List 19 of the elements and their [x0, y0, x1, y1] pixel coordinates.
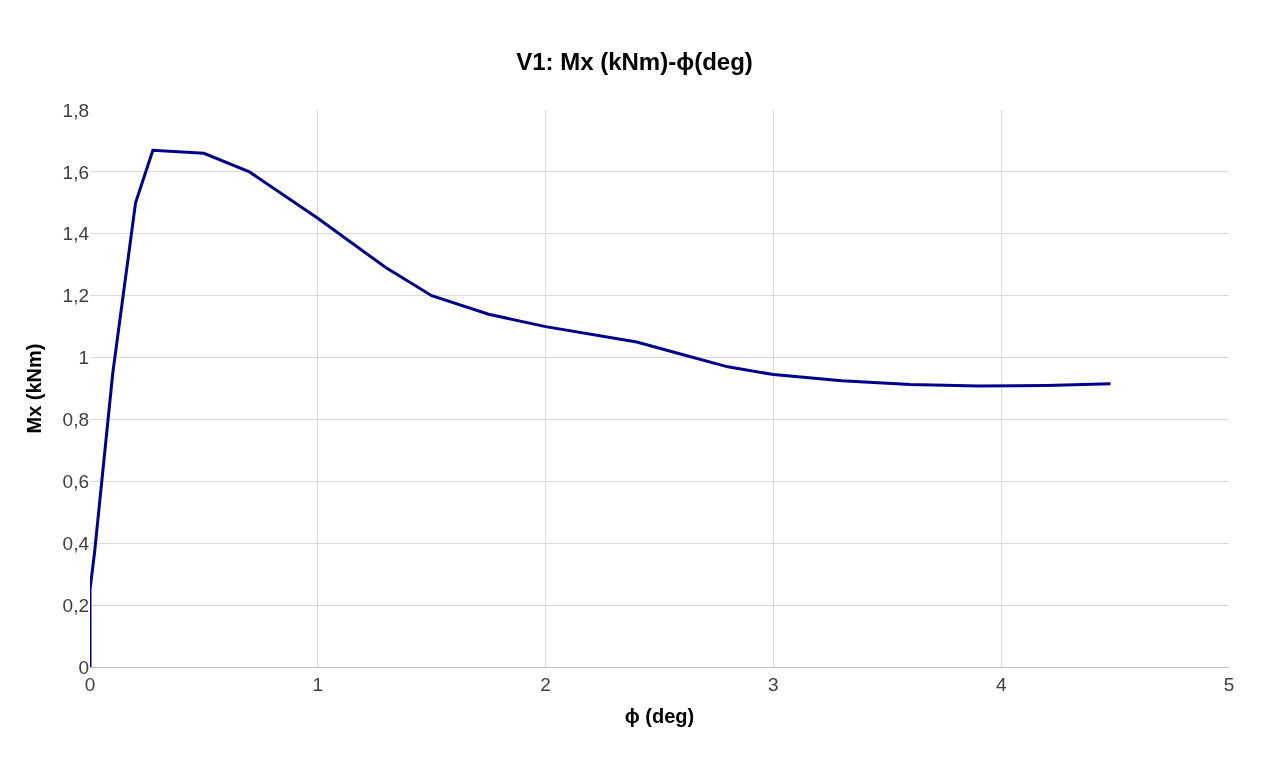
x-tick-label: 2: [540, 673, 551, 695]
y-tick-label: 1,4: [62, 223, 90, 245]
y-tick-label: 0,2: [62, 594, 89, 616]
x-tick-label: 3: [768, 673, 779, 695]
x-axis-title: ϕ (deg): [624, 705, 695, 728]
y-tick-label: 0,6: [62, 470, 89, 492]
chart-title: V1: Mx (kNm)-ϕ(deg): [516, 47, 753, 75]
x-tick-label: 4: [995, 673, 1007, 695]
y-tick-label: 0: [78, 656, 89, 678]
x-tick-label: 1: [312, 673, 324, 695]
y-tick-label: 1: [78, 347, 89, 369]
line-series: [90, 148, 1113, 667]
x-tick-label: 5: [1223, 673, 1235, 695]
y-tick-label: 0,4: [62, 532, 90, 554]
y-tick-label: 1,8: [62, 99, 89, 121]
y-tick-label: 1,2: [62, 285, 89, 307]
y-tick-label: 0,8: [62, 409, 89, 431]
y-tick-label: 1,6: [62, 161, 89, 183]
y-axis-title: Mx (kNm): [23, 343, 46, 434]
